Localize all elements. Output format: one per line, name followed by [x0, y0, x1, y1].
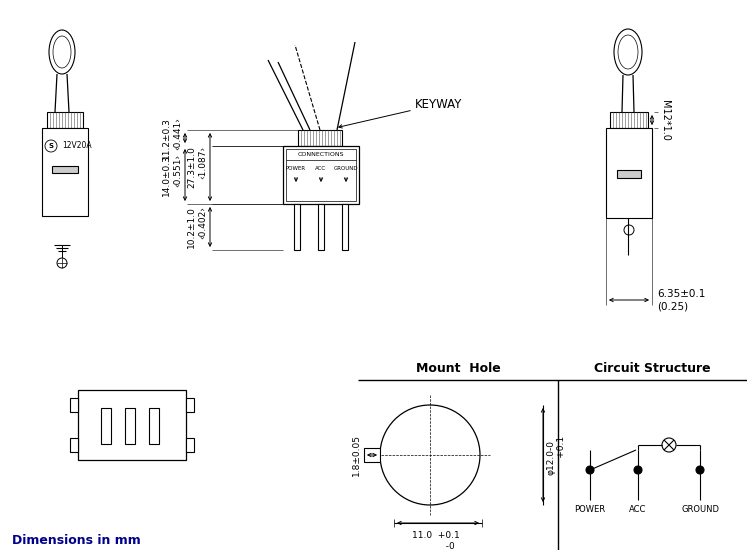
Text: Mount  Hole: Mount Hole	[415, 362, 500, 375]
Circle shape	[634, 466, 642, 474]
Bar	[364, 448, 380, 462]
Text: φ12.0-0
      +0.1: φ12.0-0 +0.1	[546, 436, 566, 475]
Text: Dimensions in mm: Dimensions in mm	[12, 534, 140, 547]
Bar	[283, 146, 359, 204]
Ellipse shape	[618, 35, 638, 69]
Bar	[617, 170, 641, 178]
Bar	[186, 398, 194, 412]
Text: 6.35±0.1
(0.25): 6.35±0.1 (0.25)	[657, 289, 705, 311]
Text: S: S	[49, 143, 54, 149]
Bar	[70, 438, 78, 452]
Bar	[318, 204, 324, 250]
Bar	[125, 408, 135, 444]
Text: KEYWAY: KEYWAY	[415, 98, 462, 112]
Bar	[610, 112, 648, 128]
Text: CONNECTIONS: CONNECTIONS	[298, 151, 344, 157]
Text: ACC: ACC	[629, 505, 647, 514]
Ellipse shape	[49, 30, 75, 74]
Text: 11.0  +0.1
          -0: 11.0 +0.1 -0	[412, 531, 460, 550]
Bar	[149, 408, 159, 444]
Bar	[47, 112, 83, 128]
Ellipse shape	[614, 29, 642, 75]
Bar	[70, 398, 78, 412]
Text: POWER: POWER	[286, 167, 306, 172]
Text: 1.8±0.05: 1.8±0.05	[352, 434, 361, 476]
Bar	[606, 128, 652, 218]
Bar	[342, 204, 348, 250]
Bar	[52, 166, 78, 173]
Text: ACC: ACC	[315, 167, 326, 172]
Text: GROUND: GROUND	[681, 505, 719, 514]
Circle shape	[696, 466, 704, 474]
Text: POWER: POWER	[574, 505, 606, 514]
Ellipse shape	[53, 36, 71, 68]
Text: 11.2±0.3
‹0.441›: 11.2±0.3 ‹0.441›	[162, 117, 182, 159]
Bar	[101, 408, 111, 444]
Text: 14.0±0.3
‹0.551›: 14.0±0.3 ‹0.551›	[162, 154, 182, 196]
Bar	[286, 149, 356, 201]
Bar	[42, 128, 88, 216]
Bar	[78, 390, 186, 460]
Text: 10.2±1.0
‹0.402›: 10.2±1.0 ‹0.402›	[187, 206, 207, 248]
Bar	[294, 204, 300, 250]
Text: GROUND: GROUND	[334, 167, 359, 172]
Circle shape	[586, 466, 594, 474]
Bar	[186, 438, 194, 452]
Bar	[298, 130, 342, 146]
Text: 27.3±1.0
‹1.087›: 27.3±1.0 ‹1.087›	[187, 146, 207, 188]
Text: 12V20A: 12V20A	[62, 141, 92, 151]
Text: Circuit Structure: Circuit Structure	[594, 362, 711, 375]
Text: M12*1.0: M12*1.0	[660, 100, 670, 140]
